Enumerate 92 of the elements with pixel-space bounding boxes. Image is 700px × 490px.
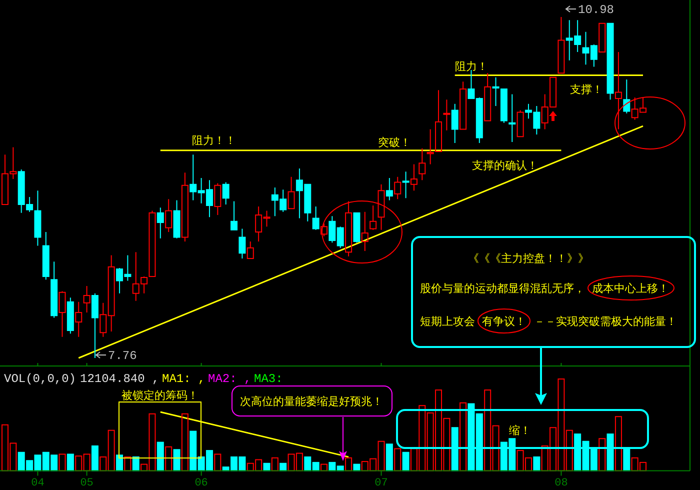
bar (173, 449, 180, 472)
bar (214, 454, 222, 472)
annotation: 有争议！ (482, 315, 526, 328)
bar (345, 457, 352, 472)
bar (156, 442, 164, 472)
x-tick-label: 08 (554, 478, 568, 490)
bar (460, 402, 467, 472)
candlestick (426, 128, 434, 165)
candlestick (148, 210, 156, 277)
bar (58, 454, 66, 472)
candlestick (614, 51, 622, 130)
annotation: 被锁定的筹码！ (122, 389, 198, 402)
bar (394, 448, 402, 472)
candlestick (288, 176, 295, 210)
annotation: 10.98 (578, 3, 614, 17)
annotation: 成本中心上移！ (592, 282, 669, 295)
candlestick (246, 241, 254, 259)
candlestick (34, 190, 42, 246)
candlestick (460, 81, 467, 130)
bar (402, 452, 410, 472)
annotation: MA3: (254, 372, 283, 386)
candlestick (410, 164, 418, 192)
annotation: MA2: , (208, 372, 252, 386)
candlestick (181, 172, 188, 242)
candlestick (435, 90, 442, 152)
annotation: －－实现突破需极大的能量！ (534, 315, 677, 328)
bar (181, 413, 188, 472)
bar (66, 454, 74, 472)
candlestick (320, 223, 328, 237)
candlestick (394, 176, 402, 200)
bar (91, 445, 98, 472)
annotation: 《《《主力控盘！！》》 (468, 252, 589, 265)
candlestick (353, 212, 360, 244)
candlestick (606, 22, 614, 100)
annotation: 支撑的确认！ (472, 159, 538, 172)
candlestick (378, 184, 385, 230)
candlestick (238, 228, 246, 259)
candlestick (558, 16, 565, 74)
annotation: 股价与量的运动都显得混乱无序， (420, 282, 585, 295)
bar (598, 438, 606, 472)
bar (614, 416, 622, 472)
candlestick (345, 200, 352, 257)
candlestick (500, 88, 508, 124)
candlestick (418, 148, 426, 181)
candlestick (443, 99, 450, 131)
candlestick (66, 297, 74, 334)
candlestick (156, 207, 164, 239)
candlestick (173, 200, 180, 239)
candlestick (50, 261, 58, 318)
bar (165, 446, 172, 472)
annotation: 缩！ (509, 424, 531, 437)
candlestick (370, 205, 377, 230)
x-tick-label: 07 (374, 478, 388, 490)
x-tick-label: 04 (31, 478, 45, 490)
bar (606, 434, 614, 472)
bar (533, 456, 540, 472)
candlestick (386, 177, 393, 201)
candlestick (165, 198, 172, 232)
candlestick (42, 231, 50, 280)
bar (451, 427, 458, 472)
candlestick (75, 301, 82, 338)
candlestick (623, 78, 630, 114)
annotation: 短期上攻会 (420, 315, 475, 328)
candlestick (91, 292, 98, 358)
annotation: 支撑！ (570, 83, 603, 96)
candlestick (312, 206, 320, 230)
bar (271, 457, 278, 472)
annotation: 7.76 (108, 349, 137, 363)
annotation: 次高位的量能萎缩是好预兆！ (240, 395, 383, 408)
candlestick (361, 211, 368, 252)
x-tick-label: 05 (80, 478, 94, 490)
candlestick (230, 200, 238, 230)
annotation: 阻力！！ (192, 134, 236, 147)
candlestick (598, 22, 606, 52)
candlestick (222, 182, 230, 205)
candlestick (451, 103, 458, 144)
candlestick (516, 110, 524, 138)
candlestick (214, 182, 222, 216)
candlestick (402, 171, 410, 199)
annotation: MA1: , (162, 372, 206, 386)
annotation: 突破！ (378, 136, 411, 149)
bar (386, 444, 393, 472)
candlestick (508, 94, 516, 142)
bar (124, 456, 132, 472)
candlestick (492, 76, 500, 106)
annotation: 阻力！ (455, 60, 488, 73)
candlestick (484, 72, 492, 122)
candlestick (58, 290, 66, 338)
x-tick-label: 06 (194, 478, 208, 490)
annotation: 12104.840 , (80, 372, 160, 386)
candlestick (83, 285, 90, 313)
annotation: VOL(0,0,0) (4, 372, 76, 386)
